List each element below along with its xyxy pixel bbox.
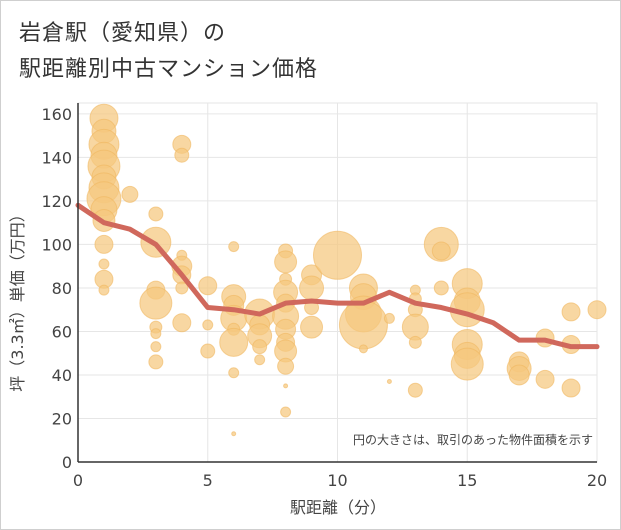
y-tick-label: 160: [41, 105, 72, 124]
bubble-point: [535, 369, 555, 389]
bubble-point: [198, 276, 218, 296]
bubble-point: [450, 347, 484, 381]
bubble-point: [358, 344, 368, 354]
bubble-point: [587, 300, 607, 320]
y-tick-label: 100: [41, 235, 72, 254]
chart-title-line2: 駅距離別中古マンション価格: [19, 57, 319, 82]
bubble-point: [94, 234, 114, 254]
y-tick-label: 80: [52, 279, 72, 298]
chart-title-line1: 岩倉駅（愛知県）の: [19, 21, 227, 46]
bubble-point: [174, 147, 190, 163]
bubble-point: [219, 327, 249, 357]
bubble-point: [561, 302, 581, 322]
bubble-point: [386, 378, 392, 384]
bubble-point: [175, 281, 189, 295]
bubble-point: [172, 313, 192, 333]
y-tick-label: 0: [62, 453, 72, 472]
x-tick-label: 0: [73, 471, 83, 490]
bubble-point: [148, 354, 164, 370]
axes: 0 20 40 60 80 100 120 140 160 0 5 10 15 20: [41, 103, 607, 490]
bubble-point: [338, 300, 388, 350]
y-tick-label: 120: [41, 192, 72, 211]
y-tick-label: 60: [52, 322, 72, 341]
bubble-point: [200, 343, 216, 359]
bubble-point: [280, 406, 292, 418]
bubble-point: [252, 339, 268, 355]
bubble-point: [150, 341, 162, 353]
bubble-point: [228, 241, 240, 253]
size-annotation: 円の大きさは、取引のあった物件面積を示す: [353, 432, 593, 447]
bubble-point: [300, 315, 324, 339]
bubble-point: [383, 312, 395, 324]
bubble-point: [139, 286, 173, 320]
bubble-point: [299, 275, 325, 301]
bubble-point: [433, 280, 449, 296]
trend-line-layer: [75, 202, 600, 350]
bubble-point: [150, 328, 162, 340]
y-tick-label: 20: [52, 409, 72, 428]
x-tick-label: 15: [457, 471, 477, 490]
bubble-point: [98, 258, 110, 270]
y-axis-label: 坪（3.3㎡）単価（万円）: [8, 206, 27, 391]
bubble-point: [408, 335, 422, 349]
bubble-point: [121, 185, 139, 203]
bubble-point: [561, 378, 581, 398]
x-tick-label: 20: [587, 471, 607, 490]
bubble-point: [431, 241, 451, 261]
bubble-layer: [86, 103, 607, 437]
bubble-point: [254, 354, 266, 366]
bubble-point: [274, 250, 298, 274]
bubble-point: [508, 364, 530, 386]
x-tick-label: 5: [203, 471, 213, 490]
x-tick-label: 10: [327, 471, 347, 490]
bubble-point: [98, 284, 110, 296]
bubble-point: [231, 431, 237, 437]
bubble-point: [277, 357, 295, 375]
bubble-point: [202, 319, 214, 331]
y-tick-label: 140: [41, 148, 72, 167]
bubble-point: [313, 230, 362, 280]
bubble-point: [283, 383, 289, 389]
bubble-point: [148, 206, 164, 222]
x-axis-label: 駅距離（分）: [290, 498, 386, 517]
bubble-point: [407, 382, 423, 398]
trend-line: [75, 202, 600, 350]
bubble-point: [228, 367, 240, 379]
y-tick-label: 40: [52, 366, 72, 385]
